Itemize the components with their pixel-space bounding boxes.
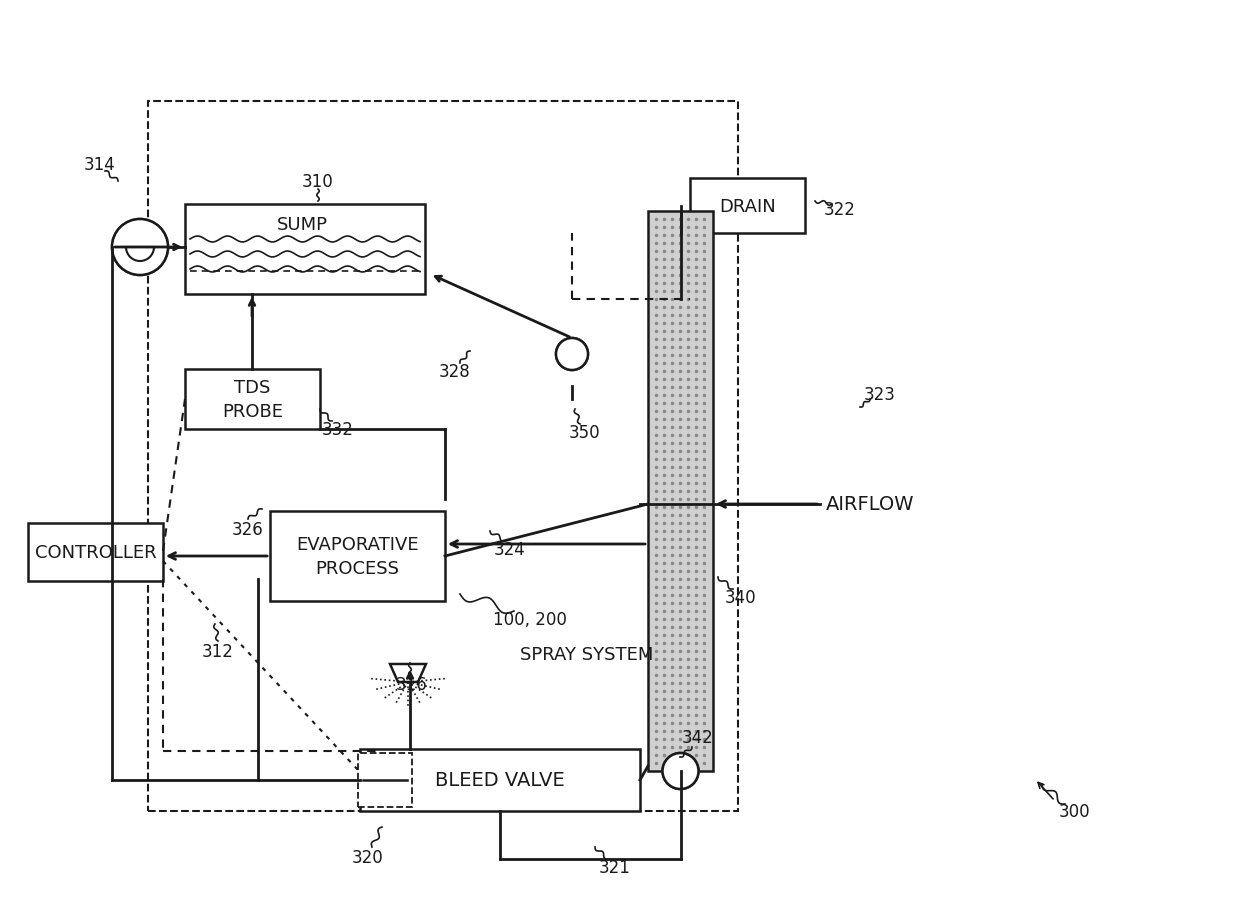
Text: 314: 314 — [84, 156, 115, 174]
FancyBboxPatch shape — [649, 211, 713, 771]
FancyBboxPatch shape — [689, 179, 805, 233]
Text: DRAIN: DRAIN — [719, 198, 776, 215]
FancyBboxPatch shape — [148, 102, 738, 811]
Circle shape — [112, 220, 167, 276]
Text: 340: 340 — [724, 588, 756, 607]
Text: 100, 200: 100, 200 — [494, 610, 567, 629]
Text: 326: 326 — [232, 520, 264, 539]
Circle shape — [556, 338, 588, 370]
Text: 328: 328 — [439, 363, 471, 380]
FancyBboxPatch shape — [185, 369, 320, 429]
Text: 312: 312 — [202, 642, 234, 660]
FancyBboxPatch shape — [29, 524, 162, 582]
Text: 350: 350 — [568, 424, 600, 441]
Text: AIRFLOW: AIRFLOW — [826, 495, 914, 514]
Text: 320: 320 — [352, 848, 384, 866]
Text: TDS
PROBE: TDS PROBE — [222, 379, 283, 420]
Text: SPRAY SYSTEM: SPRAY SYSTEM — [520, 645, 653, 664]
Text: SUMP: SUMP — [277, 216, 327, 233]
Text: 342: 342 — [682, 728, 714, 746]
FancyBboxPatch shape — [270, 512, 445, 601]
Text: 332: 332 — [322, 421, 353, 438]
Circle shape — [662, 754, 698, 789]
FancyBboxPatch shape — [185, 205, 425, 295]
Text: 322: 322 — [825, 200, 856, 219]
Text: 316: 316 — [396, 675, 428, 693]
Text: 324: 324 — [494, 540, 526, 559]
Text: 323: 323 — [864, 386, 897, 403]
Text: 300: 300 — [1059, 802, 1091, 820]
Text: CONTROLLER: CONTROLLER — [35, 543, 156, 562]
Text: 310: 310 — [303, 173, 334, 191]
Text: 321: 321 — [599, 858, 631, 876]
Text: EVAPORATIVE
PROCESS: EVAPORATIVE PROCESS — [296, 536, 419, 577]
FancyBboxPatch shape — [360, 749, 640, 811]
FancyBboxPatch shape — [358, 754, 412, 807]
Text: BLEED VALVE: BLEED VALVE — [435, 771, 565, 789]
